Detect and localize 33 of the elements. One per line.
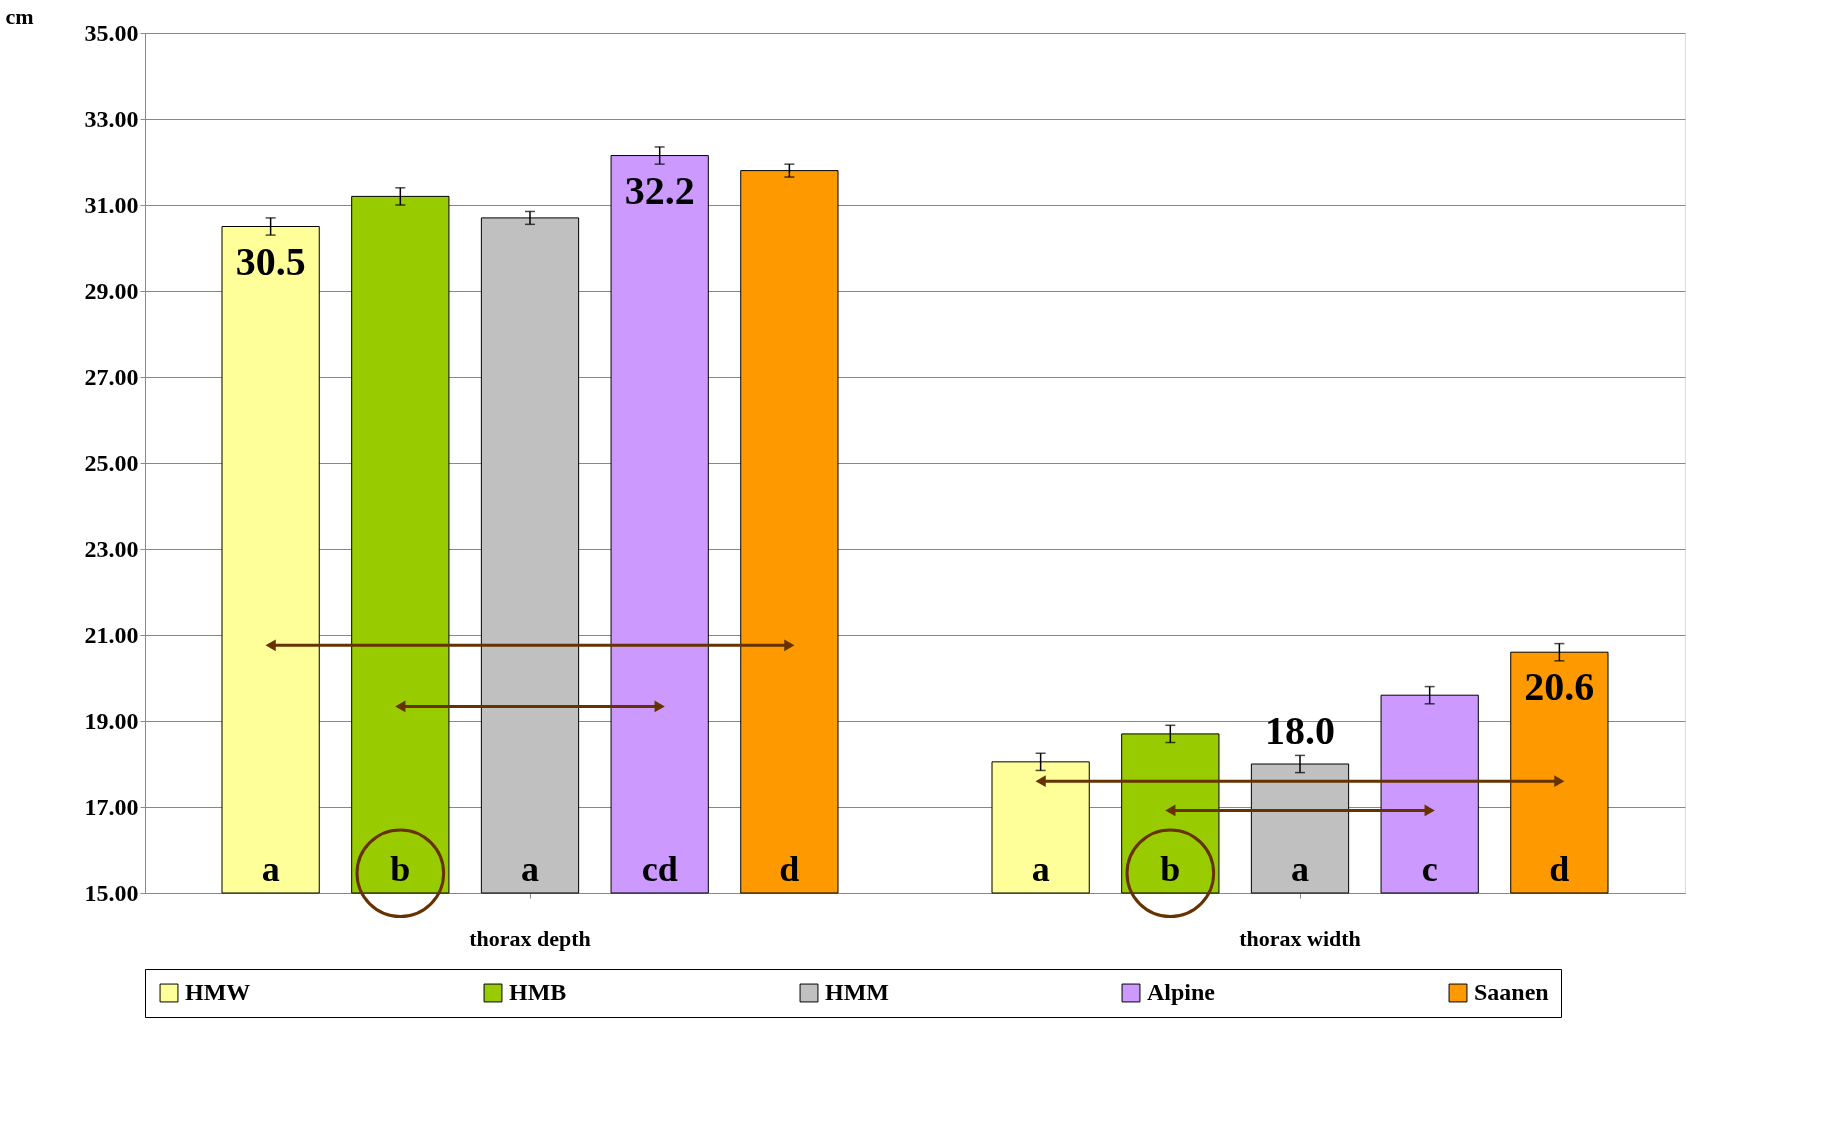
data-label: 18.0 bbox=[1265, 708, 1335, 753]
x-tick-label: thorax width bbox=[1239, 925, 1361, 951]
legend-label: Alpine bbox=[1147, 979, 1216, 1005]
y-tick-label: 27.00 bbox=[84, 363, 139, 390]
annotation: a bbox=[521, 849, 539, 889]
y-tick-label: 25.00 bbox=[84, 449, 139, 476]
y-tick-label: 33.00 bbox=[84, 105, 139, 132]
y-tick-label: 17.00 bbox=[84, 793, 139, 820]
y-tick-label: 31.00 bbox=[84, 191, 139, 218]
annotation: cd bbox=[641, 849, 678, 889]
y-tick-label: 29.00 bbox=[84, 277, 139, 304]
x-tick-label: thorax depth bbox=[469, 925, 591, 951]
annotation: c bbox=[1421, 849, 1438, 889]
annotation: a bbox=[261, 849, 280, 889]
y-axis-title: cm bbox=[5, 3, 34, 29]
annotation: b bbox=[1160, 849, 1181, 889]
annotation: a bbox=[1031, 849, 1050, 889]
data-label: 20.6 bbox=[1524, 664, 1595, 710]
legend-label: HMW bbox=[185, 979, 251, 1005]
legend-label: Saanen bbox=[1474, 979, 1549, 1005]
y-tick-label: 21.00 bbox=[84, 621, 139, 648]
data-label: 30.5 bbox=[235, 238, 306, 284]
annotation: b bbox=[390, 849, 411, 889]
y-tick-label: 35.00 bbox=[84, 19, 139, 46]
annotation: d bbox=[1549, 849, 1570, 889]
y-tick-label: 15.00 bbox=[84, 879, 139, 906]
legend-label: HMM bbox=[825, 979, 889, 1005]
y-tick-label: 19.00 bbox=[84, 707, 139, 734]
annotation: a bbox=[1291, 849, 1309, 889]
y-tick-label: 23.00 bbox=[84, 535, 139, 562]
legend-label: HMB bbox=[509, 979, 567, 1005]
data-label: 32.2 bbox=[624, 167, 695, 213]
annotation: d bbox=[779, 849, 800, 889]
